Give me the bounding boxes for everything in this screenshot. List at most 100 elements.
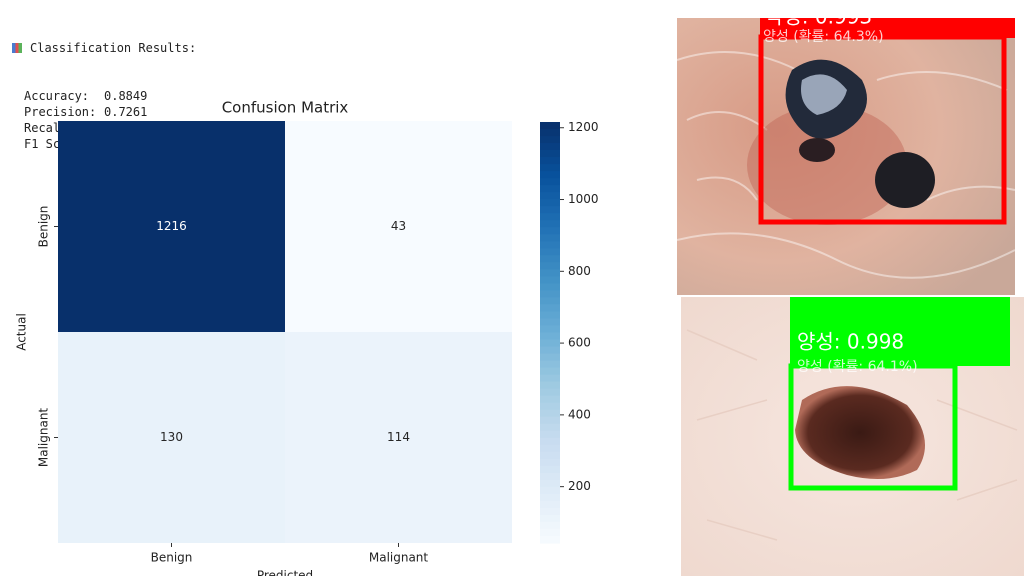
colorbar-segment: [540, 388, 560, 397]
colorbar-segment: [540, 318, 560, 327]
detection-score: 양성: 0.998: [797, 330, 904, 354]
lesion: [799, 138, 835, 162]
heatmap-cell: [58, 121, 285, 332]
x-tick-label: Malignant: [369, 551, 429, 565]
colorbar-segment: [540, 248, 560, 256]
colorbar-segment: [540, 465, 560, 474]
colorbar-segment: [540, 507, 560, 516]
metric-row: Accuracy: 0.8849: [12, 88, 196, 104]
y-axis-label: Actual: [15, 313, 29, 351]
cell-value-label: 114: [387, 430, 410, 444]
heatmap-cell: [285, 332, 512, 543]
colorbar-segment: [540, 234, 560, 242]
colorbar-segment: [540, 290, 560, 299]
skin-texture: [686, 329, 1018, 541]
colorbar-segment: [540, 122, 560, 130]
chart-icon: [12, 43, 22, 53]
colorbar-segment: [540, 178, 560, 186]
detection-score: 악성: 0.993: [765, 5, 872, 29]
y-tick-label: Malignant: [37, 408, 51, 468]
lesion-glare: [801, 74, 847, 115]
colorbar-segment: [540, 353, 560, 362]
metric-label: Accuracy:: [24, 89, 90, 103]
image-2: 양성: 0.998 양성 (확률: 64.1%): [681, 297, 1024, 576]
colorbar-segment: [540, 136, 560, 144]
colorbar-segment: [540, 486, 560, 495]
colorbar-segment: [540, 367, 560, 376]
detection-probability: 양성 (확률: 64.3%): [763, 29, 884, 45]
detection-images: 악성: 0.993 양성 (확률: 64.3%) 양성: 0.998 양성 (확…: [677, 5, 1024, 576]
colorbar-segment: [540, 129, 560, 137]
colorbar-segment: [540, 416, 560, 425]
metric-label: Precision:: [24, 105, 97, 119]
colorbar-segment: [540, 220, 560, 228]
colorbar-segment: [540, 381, 560, 390]
colorbar-tick-label: 400: [568, 407, 591, 421]
colorbar-segment: [540, 479, 560, 488]
colorbar-segment: [540, 192, 560, 200]
cell-value-label: 1216: [156, 219, 187, 233]
colorbar-segment: [540, 444, 560, 453]
colorbar-segment: [540, 325, 560, 334]
x-axis-label: Predicted: [257, 569, 313, 576]
heatmap-cell: [58, 332, 285, 543]
report-heading-row: Classification Results:: [12, 40, 196, 56]
colorbar-segment: [540, 269, 560, 277]
image-1: 악성: 0.993 양성 (확률: 64.3%): [677, 5, 1016, 295]
colorbar-segment: [540, 255, 560, 263]
metric-row: Precision: 0.7261: [12, 104, 196, 120]
report-heading: Classification Results:: [30, 41, 197, 55]
colorbar-segment: [540, 409, 560, 418]
y-tick-label: Benign: [37, 206, 51, 248]
colorbar-segment: [540, 171, 560, 179]
colorbar-segment: [540, 206, 560, 214]
lesion: [875, 152, 935, 208]
colorbar-segment: [540, 213, 560, 221]
colorbar-segment: [540, 437, 560, 446]
colorbar-segment: [540, 423, 560, 432]
colorbar-tick-label: 800: [568, 264, 591, 278]
colorbar-segment: [540, 150, 560, 158]
colorbar-segment: [540, 346, 560, 355]
colorbar-segment: [540, 241, 560, 249]
chart-title: Confusion Matrix: [222, 99, 349, 117]
cell-value-label: 130: [160, 430, 183, 444]
metric-value: 0.8849: [104, 89, 148, 103]
lesion: [795, 386, 925, 479]
colorbar-segment: [540, 402, 560, 411]
colorbar-segment: [540, 339, 560, 348]
colorbar-segment: [540, 514, 560, 523]
colorbar-segment: [540, 157, 560, 165]
colorbar-tick-label: 200: [568, 479, 591, 493]
colorbar-tick-label: 1200: [568, 120, 599, 134]
colorbar-segment: [540, 374, 560, 383]
colorbar-segment: [540, 185, 560, 193]
colorbar-segment: [540, 493, 560, 502]
metric-value: 0.7261: [104, 105, 148, 119]
colorbar-segment: [540, 283, 560, 291]
colorbar-tick-label: 1000: [568, 192, 599, 206]
colorbar-segment: [540, 311, 560, 320]
heatmap-cell: [285, 121, 512, 332]
colorbar-segment: [540, 143, 560, 151]
colorbar-segment: [540, 262, 560, 270]
colorbar-tick-label: 600: [568, 336, 591, 350]
detection-header: [790, 297, 1010, 366]
skin-texture: [677, 51, 1016, 279]
colorbar-segment: [540, 360, 560, 369]
colorbar-segment: [540, 227, 560, 235]
colorbar-segment: [540, 276, 560, 284]
lesion-halo: [747, 105, 907, 225]
cell-value-label: 43: [391, 219, 406, 233]
colorbar-segment: [540, 332, 560, 341]
colorbar-segment: [540, 500, 560, 509]
colorbar-segment: [540, 458, 560, 467]
colorbar-segment: [540, 535, 560, 544]
colorbar-segment: [540, 451, 560, 460]
colorbar-segment: [540, 395, 560, 404]
colorbar-segment: [540, 297, 560, 306]
confusion-matrix-chart: Confusion Matrix Predicted Actual 1216 43…: [15, 99, 599, 576]
detection-header: [760, 18, 1015, 38]
colorbar-segment: [540, 528, 560, 537]
